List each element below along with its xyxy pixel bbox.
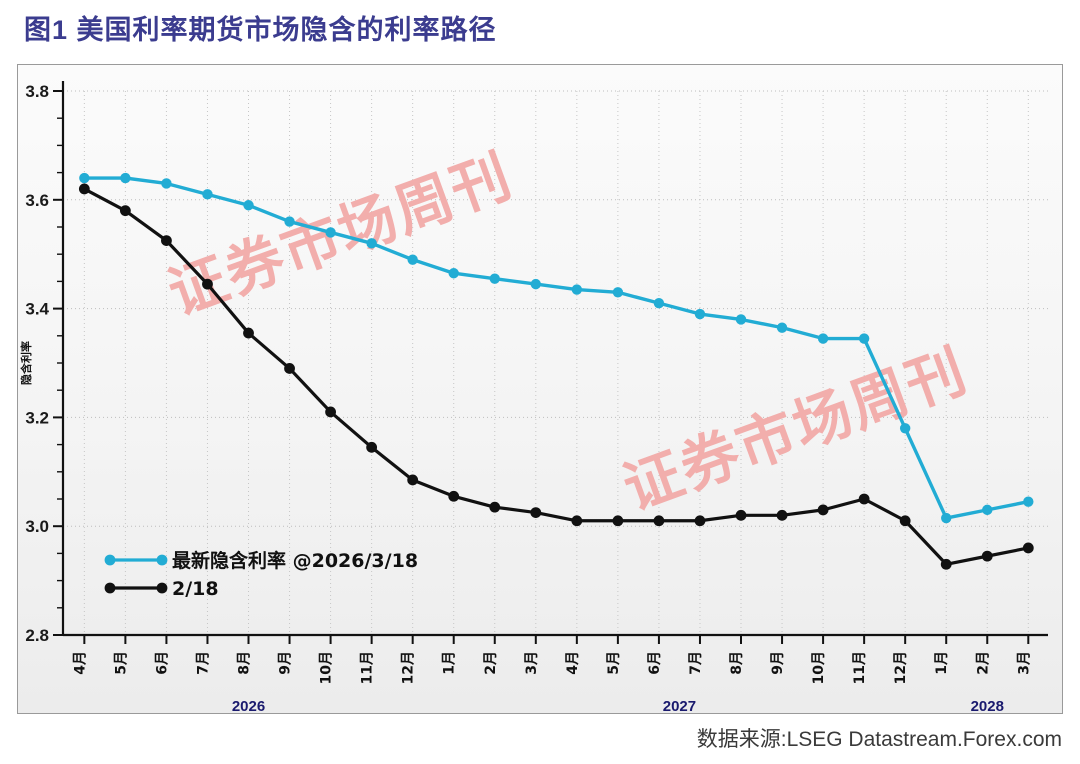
series-data-point [1022,542,1034,554]
series-data-point [982,504,993,516]
series-data-point [735,314,747,325]
legend-swatch-marker [156,554,168,566]
series-data-point [407,474,419,486]
series-data-point [899,423,911,434]
y-axis-tick-label: 3.4 [25,300,49,319]
legend: 最新隐含利率 @2026/3/18 2/18 [104,549,418,600]
series-data-point [202,278,213,290]
x-axis-month-label: 12月 [401,651,417,684]
series-data-point [448,490,460,502]
series-data-point [941,512,952,524]
x-axis-month-label: 8月 [729,651,745,675]
x-axis-month-label: 10月 [811,651,827,684]
legend-swatch-marker [156,582,168,594]
x-axis-month-label: 5月 [606,651,622,675]
series-data-point [161,178,172,189]
x-axis-month-label: 8月 [237,651,253,675]
legend-swatch-marker [104,554,116,566]
series-data-point [776,322,788,333]
x-axis-month-label: 4月 [72,651,88,675]
legend-label: 2/18 [172,578,219,600]
x-axis-month-label: 12月 [893,651,909,684]
y-axis-tick-label: 3.0 [25,517,49,536]
x-axis-month-label: 3月 [524,651,540,675]
series-data-point [284,363,295,374]
series-data-point [612,515,624,527]
series-data-point [243,327,254,339]
series-data-point [571,515,583,527]
series-data-point [653,297,665,309]
svg-text:证券市场周刊: 证券市场周刊 [615,336,977,523]
x-axis-month-label: 9月 [278,651,294,675]
y-axis-tick-label: 3.2 [25,408,49,427]
series-data-point [653,515,665,527]
x-axis-month-label: 3月 [1016,651,1032,675]
source-note: 数据来源:LSEG Datastream.Forex.com [696,728,1062,751]
x-axis-month-label: 4月 [565,651,581,675]
x-axis-year-label: 2028 [971,698,1004,713]
series-data-point [79,172,90,184]
series-data-point [325,227,336,238]
page-title: 图1 美国利率期货市场隐含的利率路径 [24,15,497,45]
legend-swatch-marker [104,582,116,594]
series-data-point [366,441,378,453]
x-axis-year-label: 2027 [663,698,696,713]
series-data-point [78,183,90,195]
series-data-point [120,172,131,184]
series-data-point [612,287,624,298]
y-axis-tick-label: 2.8 [25,626,49,645]
series-data-point [119,205,131,217]
series-line [82,187,1030,566]
y-axis-tick-label: 3.6 [25,191,49,210]
series-data-point [776,509,788,521]
series-data-point [407,254,418,265]
series-data-point [366,238,377,249]
x-axis-month-label: 2月 [975,651,991,675]
series-line [82,176,1030,520]
series-data-point [858,493,870,505]
x-axis-month-label: 6月 [154,651,170,675]
chart-frame: 证券市场周刊 证券市场周刊 2.8 3.0 3.2 3.4 3.6 3.8 隐含利率 4月 5月 6月… [17,64,1063,714]
x-axis-month-label: 9月 [770,651,786,675]
series-data-point [899,515,911,527]
y-axis-title: 隐含利率 [19,341,33,385]
series-data-point [448,268,459,279]
x-axis-month-label: 10月 [319,651,335,684]
x-axis-month-label: 1月 [934,651,950,675]
series-data-point [571,284,583,295]
series-data-point [1023,496,1034,507]
x-axis-month-label: 11月 [360,651,376,684]
series-data-point [981,550,993,562]
series-data-point [202,189,213,200]
x-axis-month-label: 6月 [647,651,663,675]
series-data-point [325,406,336,418]
x-axis-month-label: 7月 [688,651,704,675]
x-axis-month-label: 1月 [442,651,458,675]
x-axis-month-label: 5月 [113,651,129,675]
series-data-point [940,558,952,570]
legend-label: 最新隐含利率 @2026/3/18 [172,549,418,572]
series-data-point [817,333,829,344]
x-axis-month-label: 7月 [195,651,211,675]
series-data-point [284,216,295,227]
x-axis-month-label: 2月 [483,651,499,675]
series-data-point [735,509,747,521]
x-axis-year-label: 2026 [232,698,265,713]
series-data-point [694,515,706,527]
series-data-point [243,200,254,211]
series-data-point [530,278,541,290]
series-data-point [858,333,870,344]
series-data-point [161,235,172,247]
y-axis-tick-label: 3.8 [25,82,49,101]
series-data-point [694,308,706,320]
series-data-point [530,507,542,518]
series-data-point [489,501,501,513]
series-data-point [489,273,500,284]
series-data-point [817,504,829,516]
x-axis-month-label: 11月 [852,651,868,684]
